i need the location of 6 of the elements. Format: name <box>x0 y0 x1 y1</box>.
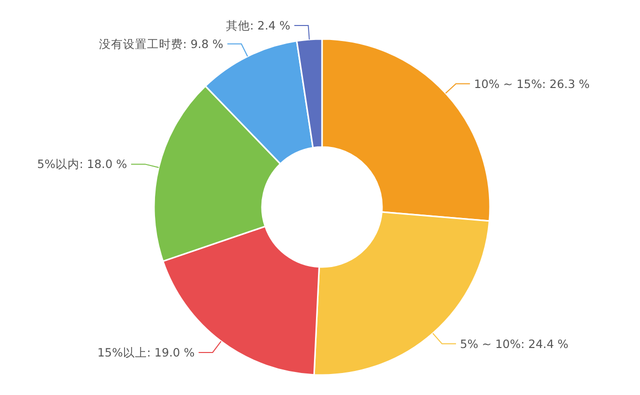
slice-label: 15%以上: 19.0 % <box>97 345 195 360</box>
slice-label: 其他: 2.4 % <box>226 18 290 33</box>
slice-label: 没有设置工时费: 9.8 % <box>98 36 224 51</box>
slice-label: 10% ~ 15%: 26.3 % <box>474 76 590 91</box>
slice-label: 5%以内: 18.0 % <box>37 157 128 172</box>
slice-label: 5% ~ 10%: 24.4 % <box>460 336 569 351</box>
